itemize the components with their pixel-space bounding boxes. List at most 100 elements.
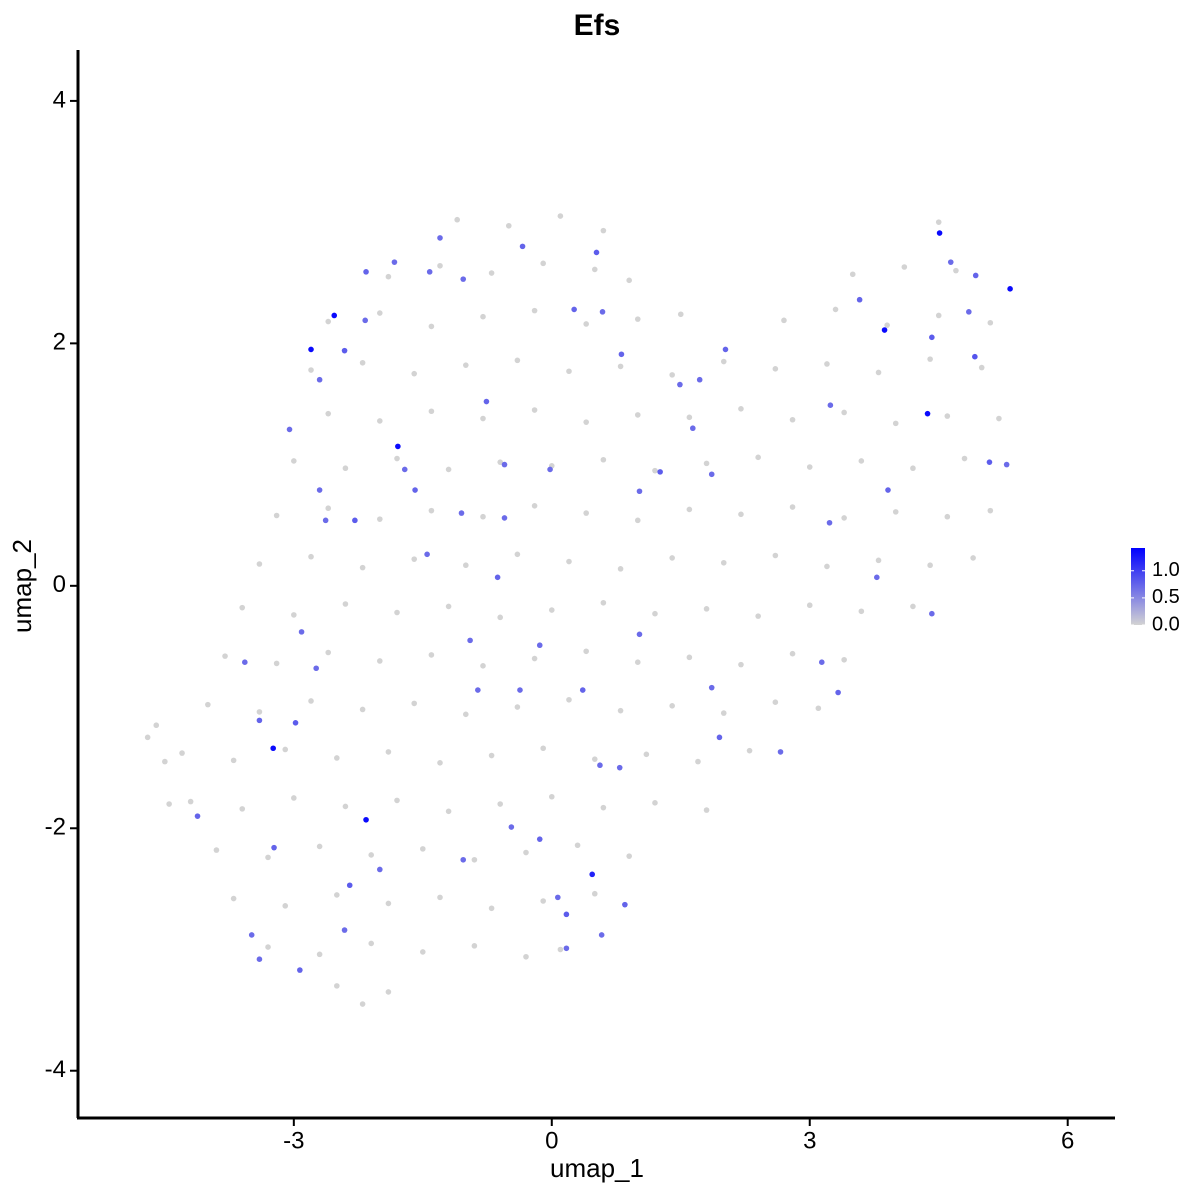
point — [566, 558, 572, 565]
point — [953, 267, 959, 274]
point — [488, 905, 495, 912]
point — [856, 296, 863, 303]
point — [636, 631, 643, 638]
point — [970, 555, 976, 561]
point — [411, 700, 418, 707]
point — [738, 661, 744, 668]
point — [531, 307, 538, 314]
y-tick-label: -4 — [45, 1056, 66, 1083]
point — [884, 322, 890, 328]
point — [316, 376, 323, 383]
point — [875, 369, 882, 376]
point — [437, 760, 443, 766]
point — [789, 416, 796, 423]
point — [426, 269, 433, 275]
point — [806, 464, 813, 470]
point — [978, 364, 985, 371]
point — [144, 734, 151, 741]
point — [325, 410, 332, 417]
point — [531, 407, 538, 413]
point — [153, 722, 160, 729]
point — [467, 637, 473, 644]
point — [636, 488, 643, 495]
point — [555, 894, 561, 901]
point — [996, 415, 1002, 422]
point — [600, 804, 607, 811]
point — [501, 515, 508, 521]
x-tick-label: 3 — [803, 1127, 816, 1154]
x-tick-label: 6 — [1061, 1127, 1074, 1154]
point — [924, 410, 931, 417]
points — [144, 213, 1013, 1007]
point — [341, 927, 348, 933]
point — [286, 426, 293, 433]
point — [308, 346, 314, 353]
point — [517, 687, 523, 693]
point — [686, 654, 693, 661]
point — [514, 551, 521, 558]
point — [972, 353, 978, 360]
point — [901, 264, 908, 270]
point — [858, 608, 865, 615]
point — [626, 277, 632, 284]
point — [563, 911, 570, 918]
point — [385, 273, 392, 280]
point — [720, 358, 727, 365]
point — [696, 376, 703, 383]
point — [617, 363, 624, 370]
point — [334, 892, 340, 898]
point — [265, 944, 271, 950]
point — [669, 555, 675, 561]
point — [334, 983, 340, 989]
point — [548, 607, 555, 613]
point — [256, 956, 263, 962]
point — [622, 901, 628, 908]
point — [395, 443, 401, 450]
point — [334, 755, 340, 761]
point — [271, 844, 277, 851]
point — [514, 357, 521, 364]
point — [927, 562, 933, 569]
point — [961, 455, 968, 462]
point — [411, 556, 418, 562]
point — [342, 803, 349, 810]
point — [377, 418, 383, 424]
point — [460, 276, 467, 282]
point — [944, 513, 951, 520]
point — [789, 504, 796, 510]
point — [634, 412, 641, 418]
point — [841, 656, 847, 663]
point — [424, 551, 430, 558]
point — [282, 903, 289, 909]
point — [377, 658, 383, 664]
point — [508, 824, 515, 830]
point — [720, 710, 727, 716]
point — [385, 900, 392, 907]
point — [841, 515, 847, 521]
point — [755, 454, 761, 461]
point — [600, 456, 607, 463]
y-tick-label: -2 — [45, 814, 66, 841]
point — [885, 487, 891, 493]
point — [944, 413, 951, 419]
point — [772, 552, 779, 559]
point — [428, 652, 435, 658]
point — [377, 866, 383, 873]
point — [858, 458, 865, 464]
point — [359, 359, 366, 366]
point — [316, 843, 323, 850]
point — [574, 842, 581, 849]
point — [986, 459, 993, 465]
point — [316, 487, 323, 493]
point — [291, 612, 297, 618]
point — [818, 659, 825, 665]
point — [598, 932, 605, 938]
point — [677, 381, 683, 388]
point — [166, 801, 172, 807]
point — [428, 507, 435, 514]
point — [892, 420, 899, 427]
point — [454, 216, 461, 223]
point — [935, 312, 942, 319]
point — [385, 989, 392, 995]
